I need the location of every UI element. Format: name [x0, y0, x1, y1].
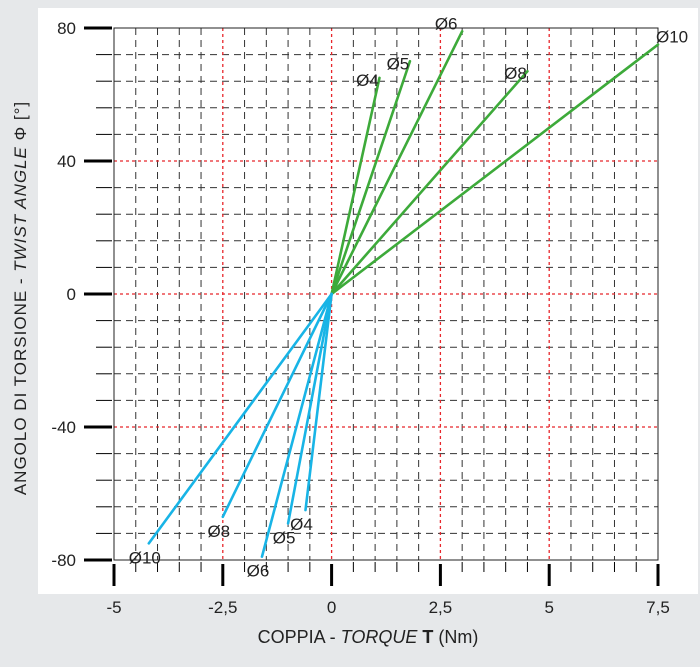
series-line-positive: [330, 76, 381, 296]
plot-frame: [113, 27, 659, 561]
series-label: Ø10: [656, 28, 688, 47]
y-tick-label: -80: [51, 551, 76, 570]
series-line-negative: [304, 292, 333, 512]
series-label: Ø4: [290, 515, 313, 534]
y-tick-label: 0: [67, 285, 76, 304]
y-axis-label: ANGOLO DI TORSIONE - TWIST ANGLE Φ [°]: [11, 101, 30, 495]
series-line-negative: [286, 292, 333, 525]
series-label: Ø6: [247, 562, 270, 581]
series-line-negative: [260, 292, 333, 558]
series-label: Ø4: [356, 71, 379, 90]
x-tick-label: -5: [106, 598, 121, 617]
x-tick-label: 0: [327, 598, 336, 617]
y-tick-label: -40: [51, 418, 76, 437]
series-lines: [147, 30, 660, 558]
chart-panel: [38, 8, 698, 594]
x-tick-labels: -5 -2,5 0 2,5 5 7,5: [106, 598, 669, 617]
series-label: Ø5: [387, 54, 410, 73]
x-tick-label: 7,5: [646, 598, 670, 617]
series-line-positive: [330, 43, 660, 296]
series-line-negative: [147, 292, 333, 545]
y-tick-label: 80: [57, 19, 76, 38]
x-axis-label: COPPIA - TORQUE T (Nm): [258, 627, 479, 647]
series-label: Ø5: [273, 528, 296, 547]
x-tick-label: 2,5: [429, 598, 453, 617]
series-label: Ø8: [207, 522, 230, 541]
series-label: Ø10: [129, 548, 161, 567]
series-line-positive: [330, 59, 412, 296]
x-tick-label: 5: [544, 598, 553, 617]
y-tick-label: 40: [57, 152, 76, 171]
series-label: Ø6: [435, 14, 458, 33]
series-line-negative: [221, 292, 333, 519]
axis-ticks: [84, 26, 660, 586]
series-line-positive: [330, 30, 464, 296]
series-line-positive: [330, 69, 529, 296]
series-label: Ø8: [504, 64, 527, 83]
x-tick-label: -2,5: [208, 598, 237, 617]
y-tick-labels: 80 40 0 -40 -80: [51, 19, 76, 570]
